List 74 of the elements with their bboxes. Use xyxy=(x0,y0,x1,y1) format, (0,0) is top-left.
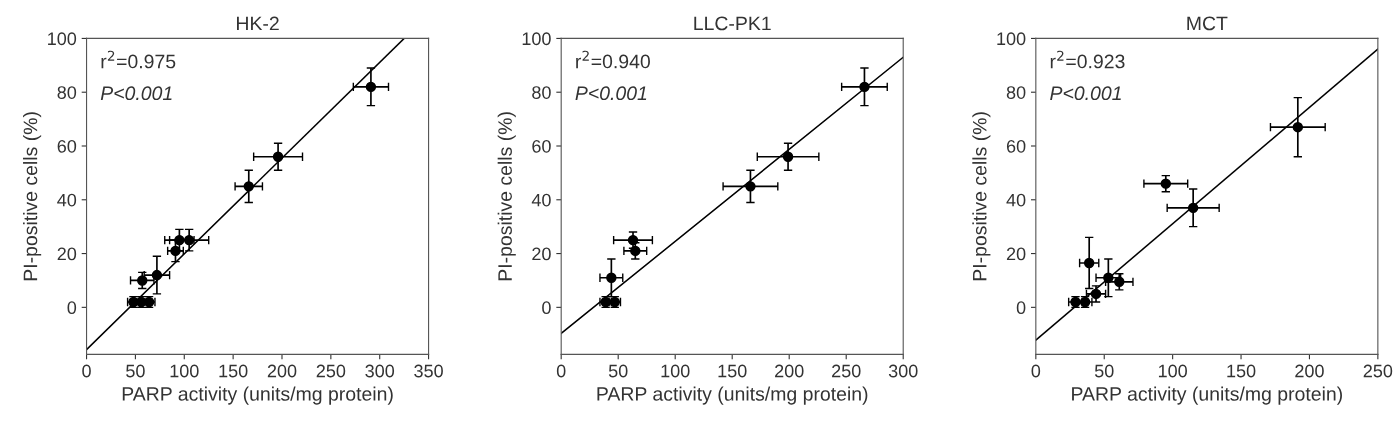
point xyxy=(170,245,181,257)
point xyxy=(137,275,148,286)
x-tick-label: 50 xyxy=(1094,364,1114,378)
y-tick-label: 80 xyxy=(532,86,551,99)
x-tick-label: 150 xyxy=(718,364,747,378)
y-tick-label: 100 xyxy=(522,32,551,46)
point xyxy=(272,151,284,162)
x-tick-label: 250 xyxy=(316,364,346,378)
annotation: P<0.001 xyxy=(100,86,172,101)
x-tick-label: 50 xyxy=(126,364,145,378)
y-tick-label: 100 xyxy=(997,32,1026,46)
y-tick-label: 80 xyxy=(57,86,77,99)
y-tick-label: 0 xyxy=(542,301,551,315)
x-tick-label: 350 xyxy=(414,364,443,378)
x-tick-label: 300 xyxy=(365,364,395,378)
chart-title: LLC-PK1 xyxy=(694,16,771,31)
y-tick-label: 40 xyxy=(1006,193,1026,207)
point xyxy=(365,81,377,93)
y-tick-label: 0 xyxy=(1016,301,1026,315)
point xyxy=(627,234,639,246)
x-tick-label: 300 xyxy=(888,364,918,378)
annotation: r$^{2}$=0.940 xyxy=(576,50,650,69)
point xyxy=(1292,121,1304,133)
x-tick-label: 200 xyxy=(267,364,297,378)
x-axis-title: PARP activity (units/mg protein) xyxy=(122,386,393,405)
x-tick-label: 0 xyxy=(1031,364,1041,378)
y-tick-label: 40 xyxy=(531,193,551,207)
y-tick-label: 20 xyxy=(532,247,551,261)
y-axis-title: PI-positive cells (%) xyxy=(23,112,42,281)
annotation: r$^{2}$=0.975 xyxy=(101,50,176,69)
x-tick-label: 250 xyxy=(832,364,861,378)
y-tick-label: 20 xyxy=(1006,247,1026,261)
point xyxy=(1160,178,1172,189)
point xyxy=(151,269,163,281)
x-tick-label: 200 xyxy=(1295,364,1324,378)
y-axis-title: PI-positive cells (%) xyxy=(972,112,991,281)
y-tick-label: 60 xyxy=(1006,139,1026,153)
point xyxy=(174,234,185,246)
point xyxy=(183,234,195,246)
point xyxy=(243,181,254,192)
x-axis-title: PARP activity (units/mg protein) xyxy=(1072,386,1342,405)
point xyxy=(1187,202,1199,214)
x-tick-label: 0 xyxy=(556,364,566,378)
point xyxy=(782,151,794,162)
point xyxy=(1103,272,1114,283)
y-tick-label: 100 xyxy=(48,32,77,46)
y-tick-label: 20 xyxy=(57,247,77,261)
x-tick-label: 50 xyxy=(608,364,628,378)
annotation: r$^{2}$=0.923 xyxy=(1050,50,1125,69)
y-tick-label: 40 xyxy=(57,193,77,207)
chart-title: MCT xyxy=(1187,16,1228,31)
chart-title: HK-2 xyxy=(237,16,279,31)
x-tick-label: 0 xyxy=(82,364,91,378)
x-tick-label: 200 xyxy=(775,364,804,378)
y-tick-label: 60 xyxy=(532,139,551,153)
y-axis-title: PI-positive cells (%) xyxy=(497,112,516,281)
annotation: P<0.001 xyxy=(575,86,647,101)
x-tick-label: 250 xyxy=(1363,364,1393,378)
y-tick-label: 80 xyxy=(1006,86,1026,99)
y-tick-label: 60 xyxy=(57,139,77,153)
point xyxy=(859,81,870,93)
point xyxy=(745,181,756,192)
y-tick-label: 0 xyxy=(67,301,77,315)
x-tick-label: 150 xyxy=(1227,364,1256,378)
x-tick-label: 100 xyxy=(1158,364,1187,378)
point xyxy=(630,245,641,257)
x-tick-label: 150 xyxy=(219,364,248,378)
x-tick-label: 100 xyxy=(170,364,199,378)
point xyxy=(606,272,617,283)
point xyxy=(1114,276,1125,288)
annotation: P<0.001 xyxy=(1050,86,1121,101)
x-tick-label: 100 xyxy=(661,364,690,378)
x-axis-title: PARP activity (units/mg protein) xyxy=(597,386,868,405)
point xyxy=(1083,257,1095,269)
